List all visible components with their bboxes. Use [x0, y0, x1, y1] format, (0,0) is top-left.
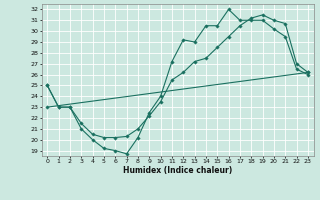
- X-axis label: Humidex (Indice chaleur): Humidex (Indice chaleur): [123, 166, 232, 175]
